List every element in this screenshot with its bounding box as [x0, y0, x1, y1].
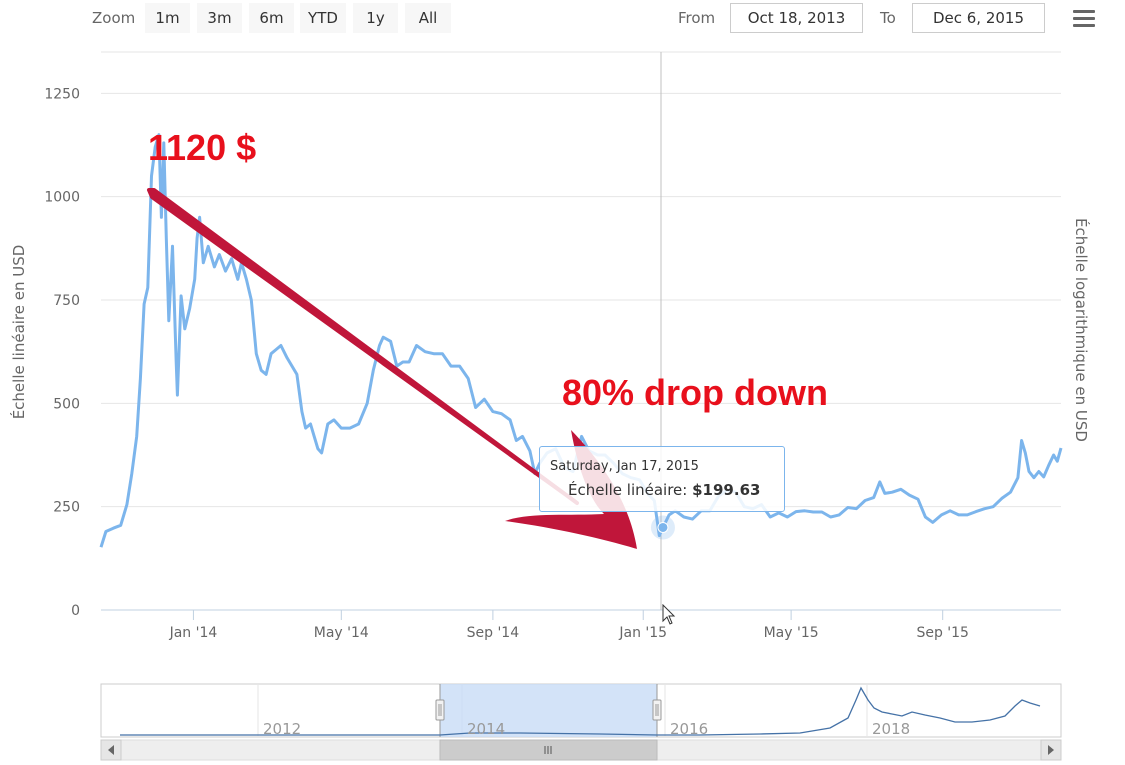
- x-tick-label: Jan '15: [618, 625, 667, 641]
- navigator-handle-body: [652, 699, 662, 721]
- navigator-handle-right[interactable]: [652, 699, 662, 721]
- zoom-label: Zoom: [92, 9, 136, 27]
- navigator-year-label: 2012: [263, 720, 301, 738]
- x-tick-label: Sep '15: [916, 625, 969, 641]
- y-tick-label: 0: [71, 603, 80, 619]
- navigator-year-label: 2014: [467, 720, 505, 738]
- y-axis-title-right: Échelle logarithmique en USD: [1072, 218, 1091, 442]
- tooltip-line: Échelle linéaire: $199.63: [568, 481, 760, 499]
- navigator-year-label: 2016: [670, 720, 708, 738]
- drop-annotation: 80% drop down: [562, 372, 828, 413]
- y-tick-label: 750: [53, 293, 80, 309]
- y-tick-label: 250: [53, 500, 80, 516]
- navigator-year-label: 2018: [872, 720, 910, 738]
- zoom-button-1y[interactable]: 1y: [353, 3, 398, 33]
- tooltip-value: $199.63: [692, 481, 761, 499]
- from-date-input[interactable]: [730, 3, 863, 33]
- hover-marker: [657, 521, 669, 533]
- mouse-pointer-icon: [662, 604, 676, 625]
- peak-annotation: 1120 $: [148, 127, 256, 168]
- drop-arrow: [147, 188, 637, 549]
- tooltip-series-label: Échelle linéaire:: [568, 481, 688, 499]
- x-tick-label: Sep '14: [467, 625, 520, 641]
- zoom-button-6m[interactable]: 6m: [249, 3, 294, 33]
- y-axis-title: Échelle linéaire en USD: [9, 245, 28, 420]
- tooltip-date: Saturday, Jan 17, 2015: [550, 459, 699, 474]
- navigator-series-line: [120, 686, 1041, 736]
- zoom-button-3m[interactable]: 3m: [197, 3, 242, 33]
- y-tick-label: 1000: [44, 190, 80, 206]
- x-tick-label: May '14: [314, 625, 369, 641]
- x-tick-label: May '15: [764, 625, 819, 641]
- hamburger-menu-icon[interactable]: [1073, 10, 1095, 30]
- zoom-button-1m[interactable]: 1m: [145, 3, 190, 33]
- navigator-selected-range: [440, 684, 657, 737]
- navigator-handle-left[interactable]: [435, 699, 445, 721]
- y-tick-label: 500: [53, 396, 80, 412]
- y-tick-label: 1250: [44, 86, 80, 102]
- navigator-handle-body: [435, 699, 445, 721]
- from-label: From: [678, 9, 716, 27]
- price-series-line: [99, 133, 1063, 548]
- to-label: To: [880, 9, 896, 27]
- scroll-right-arrow-icon: [1048, 745, 1054, 755]
- range-selector-toolbar: Zoom 1m 3m 6m YTD 1y All From To: [0, 0, 1125, 40]
- zoom-button-all[interactable]: All: [405, 3, 451, 33]
- tooltip: Saturday, Jan 17, 2015 Échelle linéaire:…: [539, 446, 785, 512]
- to-date-input[interactable]: [912, 3, 1045, 33]
- scroll-left-arrow-icon: [108, 745, 114, 755]
- x-tick-label: Jan '14: [169, 625, 218, 641]
- zoom-button-ytd[interactable]: YTD: [300, 3, 346, 33]
